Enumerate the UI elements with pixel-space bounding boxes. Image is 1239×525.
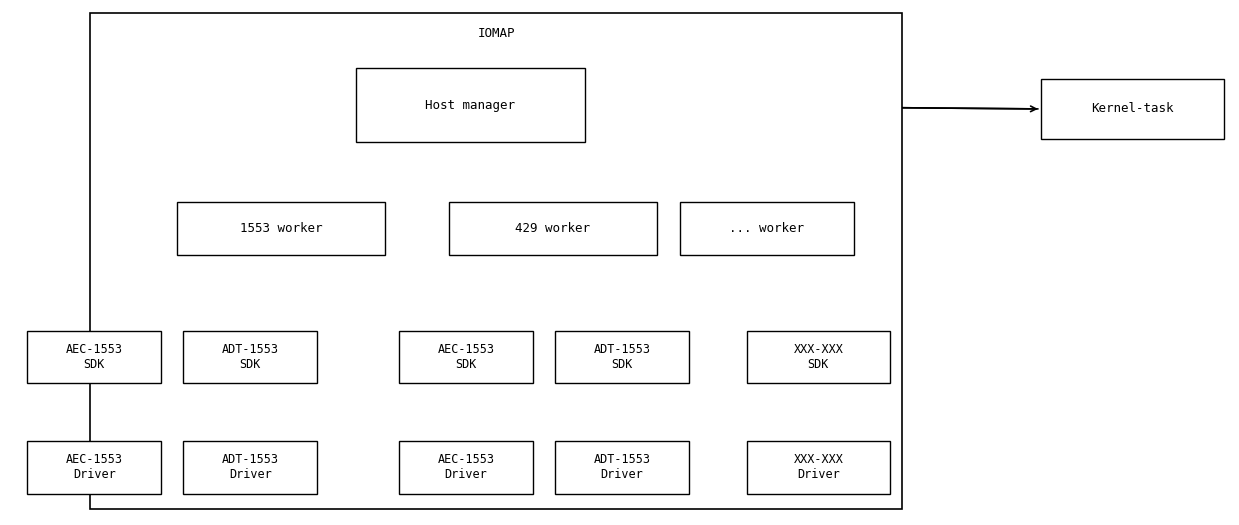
Bar bbox=[177, 202, 385, 255]
Text: ADT-1553
Driver: ADT-1553 Driver bbox=[593, 453, 650, 481]
Bar bbox=[680, 202, 854, 255]
Text: XXX-XXX
SDK: XXX-XXX SDK bbox=[793, 343, 844, 371]
Text: AEC-1553
Driver: AEC-1553 Driver bbox=[66, 453, 123, 481]
Bar bbox=[449, 202, 657, 255]
Text: Host manager: Host manager bbox=[425, 99, 515, 111]
Text: AEC-1553
Driver: AEC-1553 Driver bbox=[437, 453, 494, 481]
Bar bbox=[747, 331, 890, 383]
Text: XXX-XXX
Driver: XXX-XXX Driver bbox=[793, 453, 844, 481]
Bar bbox=[90, 13, 902, 509]
Bar bbox=[399, 331, 533, 383]
Bar bbox=[183, 441, 317, 494]
Bar bbox=[356, 68, 585, 142]
Bar bbox=[1041, 79, 1224, 139]
Bar bbox=[27, 441, 161, 494]
Bar bbox=[555, 331, 689, 383]
Text: 429 worker: 429 worker bbox=[515, 222, 590, 235]
Bar bbox=[399, 441, 533, 494]
Bar bbox=[183, 331, 317, 383]
Text: ADT-1553
SDK: ADT-1553 SDK bbox=[222, 343, 279, 371]
Text: AEC-1553
SDK: AEC-1553 SDK bbox=[437, 343, 494, 371]
Bar bbox=[27, 331, 161, 383]
Text: IOMAP: IOMAP bbox=[477, 27, 515, 39]
Text: AEC-1553
SDK: AEC-1553 SDK bbox=[66, 343, 123, 371]
Text: Kernel-task: Kernel-task bbox=[1092, 102, 1173, 116]
Text: ADT-1553
SDK: ADT-1553 SDK bbox=[593, 343, 650, 371]
Text: ADT-1553
Driver: ADT-1553 Driver bbox=[222, 453, 279, 481]
Text: ... worker: ... worker bbox=[730, 222, 804, 235]
Bar bbox=[747, 441, 890, 494]
Bar bbox=[555, 441, 689, 494]
Text: 1553 worker: 1553 worker bbox=[240, 222, 322, 235]
